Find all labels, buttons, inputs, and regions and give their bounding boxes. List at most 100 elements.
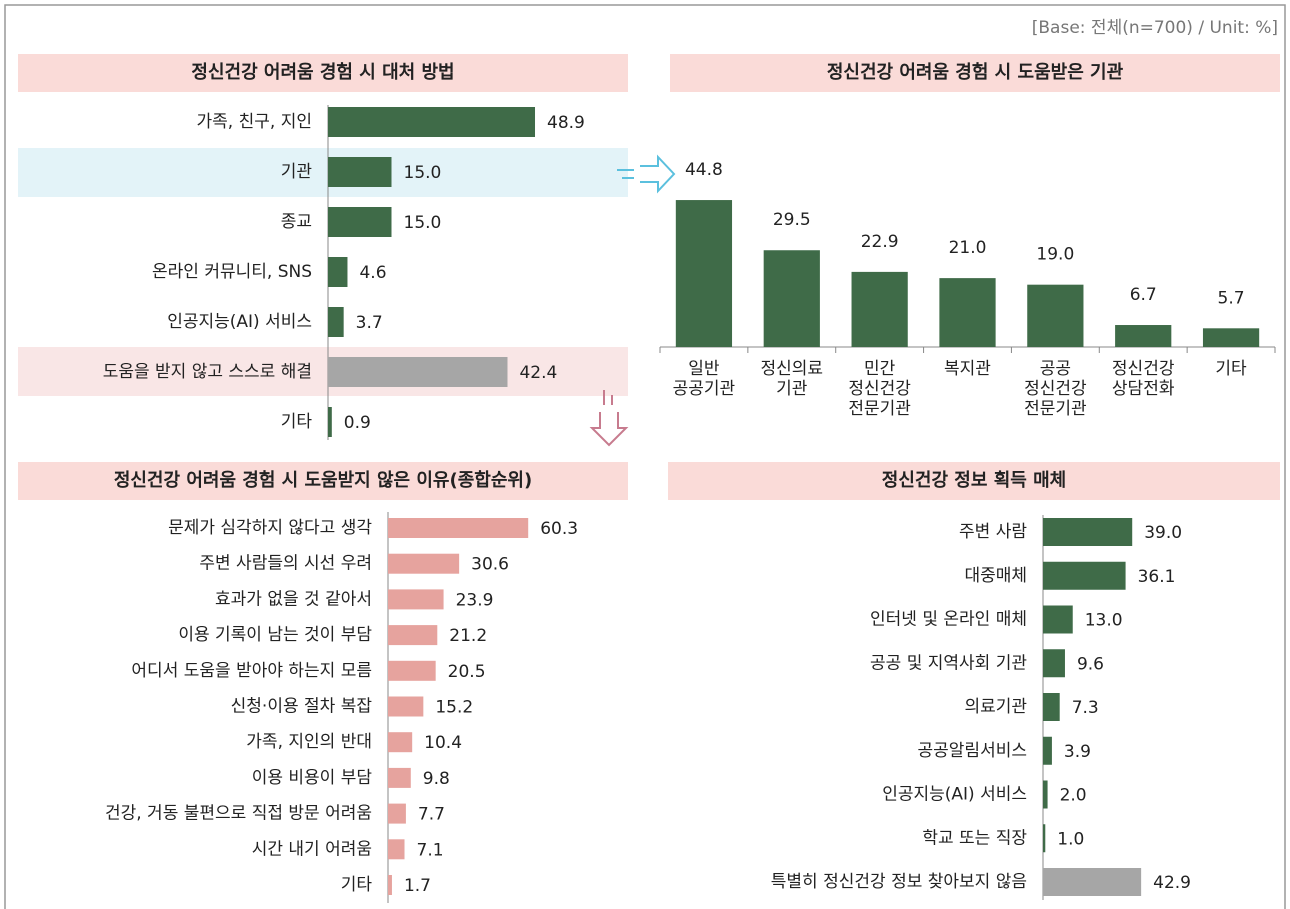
value-label: 0.9 xyxy=(344,413,371,433)
bar xyxy=(388,625,438,646)
bar xyxy=(388,839,405,860)
bar xyxy=(851,271,908,347)
value-label: 29.5 xyxy=(773,210,811,230)
bar xyxy=(1043,561,1126,590)
value-label: 15.0 xyxy=(404,213,442,233)
value-label: 22.9 xyxy=(861,232,899,252)
value-label: 7.1 xyxy=(417,840,444,860)
category-label: 의료기관 xyxy=(964,697,1027,717)
category-label: 일반 공공기관 xyxy=(673,359,736,399)
bar xyxy=(1043,649,1065,678)
bar xyxy=(1043,824,1046,853)
category-label: 특별히 정신건강 정보 찾아보지 않음 xyxy=(771,872,1027,892)
bar xyxy=(328,207,392,237)
category-label: 가족, 친구, 지인 xyxy=(197,112,312,132)
category-label: 주변 사람들의 시선 우려 xyxy=(199,554,372,574)
value-label: 7.3 xyxy=(1072,698,1099,718)
category-label: 문제가 심각하지 않다고 생각 xyxy=(168,518,372,538)
down-arrow xyxy=(589,390,629,447)
category-label: 신청·이용 절차 복잡 xyxy=(231,697,373,717)
category-label: 정신의료 기관 xyxy=(761,359,824,399)
category-label: 민간 정신건강 전문기관 xyxy=(848,359,911,419)
category-label: 공공 및 지역사회 기관 xyxy=(870,653,1027,673)
bar xyxy=(1027,284,1084,347)
title-bg xyxy=(670,54,1280,92)
category-label: 이용 기록이 남는 것이 부담 xyxy=(178,625,372,645)
bar xyxy=(328,307,344,337)
value-label: 7.7 xyxy=(418,805,445,825)
category-label: 도움을 받지 않고 스스로 해결 xyxy=(103,362,312,382)
value-label: 3.7 xyxy=(356,313,383,333)
bar xyxy=(1043,868,1142,896)
value-label: 20.5 xyxy=(448,662,486,682)
value-label: 3.9 xyxy=(1064,742,1091,762)
value-label: 21.2 xyxy=(449,626,487,646)
category-label: 기관 xyxy=(281,162,312,182)
bar xyxy=(328,157,392,187)
bar xyxy=(388,696,424,717)
category-label: 건강, 거동 불편으로 직접 방문 어려움 xyxy=(105,804,372,824)
category-label: 효과가 없을 것 같아서 xyxy=(215,589,372,609)
value-label: 39.0 xyxy=(1144,523,1182,543)
category-label: 복지관 xyxy=(944,359,991,379)
value-label: 15.0 xyxy=(404,163,442,183)
category-label: 주변 사람 xyxy=(959,522,1027,542)
bar xyxy=(328,357,508,387)
bar xyxy=(388,660,436,681)
category-label: 이용 비용이 부담 xyxy=(252,768,373,788)
category-label: 대중매체 xyxy=(964,566,1027,586)
category-label: 인터넷 및 온라인 매체 xyxy=(870,610,1027,630)
value-label: 10.4 xyxy=(424,733,462,753)
value-label: 48.9 xyxy=(547,113,585,133)
value-label: 36.1 xyxy=(1138,567,1176,587)
title-bg xyxy=(18,462,628,500)
category-label: 공공 정신건강 전문기관 xyxy=(1024,359,1087,419)
category-label: 학교 또는 직장 xyxy=(922,828,1027,848)
bar xyxy=(388,518,529,538)
category-label: 어디서 도움을 받아야 하는지 모름 xyxy=(131,661,372,681)
value-label: 1.0 xyxy=(1057,829,1084,849)
bar xyxy=(388,767,411,788)
value-label: 6.7 xyxy=(1130,285,1157,305)
value-label: 44.8 xyxy=(685,160,723,180)
bar xyxy=(1043,736,1052,765)
value-label: 60.3 xyxy=(540,519,578,539)
chart-title: 정신건강 어려움 경험 시 대처 방법 xyxy=(191,61,454,83)
bar xyxy=(388,589,444,610)
value-label: 5.7 xyxy=(1218,288,1245,308)
bar xyxy=(388,803,406,824)
frame xyxy=(4,4,1286,909)
chart-title: 정신건강 어려움 경험 시 도움받은 기관 xyxy=(827,61,1124,83)
category-label: 기타 xyxy=(1215,359,1247,379)
bar xyxy=(1043,780,1048,809)
category-label: 기타 xyxy=(341,875,373,895)
category-label: 인공지능(AI) 서비스 xyxy=(882,785,1027,805)
bar xyxy=(328,257,348,287)
category-label: 온라인 커뮤니티, SNS xyxy=(152,262,312,282)
bar xyxy=(328,407,332,437)
title-bg xyxy=(668,462,1280,500)
bar xyxy=(1043,693,1060,721)
bar xyxy=(388,732,413,753)
value-label: 23.9 xyxy=(456,590,494,610)
bar xyxy=(1202,328,1260,347)
value-label: 9.8 xyxy=(423,769,450,789)
bar xyxy=(939,278,996,347)
value-label: 19.0 xyxy=(1036,245,1074,265)
bar xyxy=(388,875,392,895)
row-highlight xyxy=(18,148,628,197)
chart-title: 정신건강 정보 획득 매체 xyxy=(882,470,1066,491)
value-label: 42.4 xyxy=(519,363,557,383)
bar xyxy=(1043,605,1073,634)
bar xyxy=(1115,325,1172,347)
category-label: 정신건강 상담전화 xyxy=(1112,359,1175,399)
value-label: 42.9 xyxy=(1153,873,1191,893)
bar xyxy=(328,107,536,137)
category-label: 공공알림서비스 xyxy=(918,741,1027,761)
row-highlight xyxy=(18,347,628,396)
value-label: 21.0 xyxy=(949,238,987,258)
bar xyxy=(388,553,460,574)
chart-title: 정신건강 어려움 경험 시 도움받지 않은 이유(종합순위) xyxy=(114,469,532,491)
category-label: 종교 xyxy=(281,212,312,232)
